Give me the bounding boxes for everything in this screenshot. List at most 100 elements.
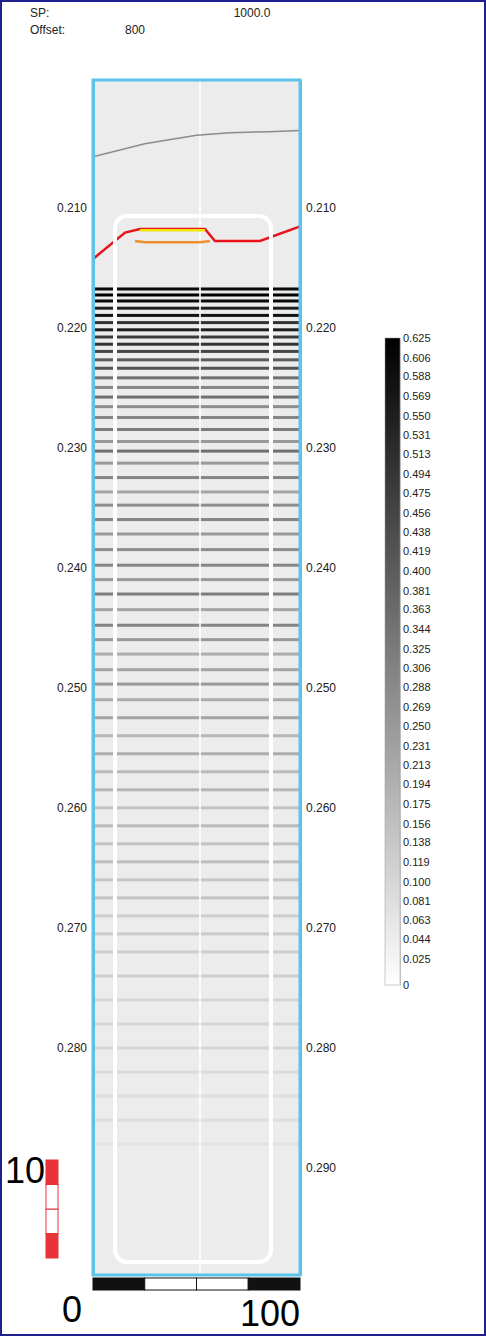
colorbar-label: 0.381: [403, 585, 431, 597]
reflector: [93, 405, 300, 408]
colorbar-tick: 0.175: [400, 798, 431, 810]
reflector: [93, 896, 300, 899]
reflector: [93, 376, 300, 379]
tick: 0.270: [300, 921, 336, 935]
colorbar-label: 0.588: [403, 370, 431, 382]
tick: 0.280: [57, 1041, 93, 1055]
reflector: [93, 860, 300, 863]
colorbar-tick: 0.081: [400, 895, 431, 907]
reflector: [93, 806, 300, 809]
reflector: [93, 462, 300, 465]
colorbar-tick: 0.456: [400, 507, 431, 519]
sp-value: 1000.0: [234, 6, 271, 20]
reflector: [93, 299, 300, 302]
colorbar-tick: 0.625: [400, 332, 431, 344]
figure: SP: 1000.0 Offset: 800 0.210 0.220 0.230 0.240 0…: [0, 0, 486, 1336]
colorbar-tick: 0.531: [400, 429, 431, 441]
colorbar: [385, 338, 400, 985]
colorbar-tick: 0.100: [400, 876, 431, 888]
colorbar-label: 0.231: [403, 740, 431, 752]
scale-segment: [46, 1185, 58, 1210]
reflector: [93, 518, 300, 521]
tick-label: 0.270: [57, 921, 87, 935]
colorbar-tick: 0.063: [400, 914, 431, 926]
offset-value: 800: [125, 23, 145, 37]
tick-label: 0.210: [306, 201, 336, 215]
colorbar-label: 0.513: [403, 448, 431, 460]
reflector: [93, 914, 300, 917]
scale-bar: 100100: [5, 1150, 300, 1334]
reflector: [93, 548, 300, 551]
scale-segment: [93, 1278, 145, 1290]
colorbar-label: 0.569: [403, 390, 431, 402]
reflector: [93, 788, 300, 791]
colorbar-tick: 0.400: [400, 565, 431, 577]
tick: 0.250: [57, 681, 93, 695]
colorbar-label: 0.138: [403, 836, 431, 848]
tick: 0.240: [300, 561, 336, 575]
colorbar-label: 0.044: [403, 933, 431, 945]
reflector: [93, 932, 300, 935]
colorbar-tick: 0.381: [400, 585, 431, 597]
tick: 0.230: [57, 441, 93, 455]
y-axis-right: 0.2100.2200.2300.2400.2500.2600.2700.280…: [300, 81, 336, 1276]
colorbar-label: 0.363: [403, 603, 431, 615]
reflector: [93, 476, 300, 479]
colorbar-label: 0.531: [403, 429, 431, 441]
reflector: [93, 1119, 300, 1122]
colorbar-tick: 0.306: [400, 662, 431, 674]
colorbar-tick: 0.344: [400, 623, 431, 635]
colorbar-label: 0.494: [403, 468, 431, 480]
colorbar-tick: 0.513: [400, 448, 431, 460]
colorbar-tick: 0.044: [400, 933, 431, 945]
reflector: [93, 367, 300, 370]
reflector: [93, 593, 300, 596]
colorbar-label: 0.063: [403, 914, 431, 926]
colorbar-label: 0.456: [403, 507, 431, 519]
colorbar-axis: 0.6250.6060.5880.5690.5500.5310.5130.494…: [400, 332, 431, 991]
tick-label: 0.220: [57, 321, 87, 335]
reflector: [93, 974, 300, 977]
colorbar-label: 0.194: [403, 778, 431, 790]
scale-label: 100: [240, 1293, 300, 1334]
reflector: [93, 752, 300, 755]
colorbar-label: 0.025: [403, 953, 431, 965]
sp-label: SP:: [30, 6, 49, 20]
tick-label: 0.240: [57, 561, 87, 575]
colorbar-tick: 0.231: [400, 740, 431, 752]
reflector: [93, 428, 300, 431]
colorbar-label: 0.250: [403, 720, 431, 732]
reflector: [93, 293, 300, 296]
reflector: [93, 653, 300, 656]
colorbar-tick: 0.250: [400, 720, 431, 732]
horizon: [135, 241, 210, 242]
tick-label: 0.250: [306, 681, 336, 695]
tick: 0.290: [300, 1161, 336, 1175]
colorbar-label: 0.475: [403, 487, 431, 499]
reflector: [93, 950, 300, 953]
reflector: [93, 824, 300, 827]
reflector: [93, 386, 300, 389]
horizon: [93, 227, 300, 259]
colorbar-label: 0.156: [403, 818, 431, 830]
tick: 0.260: [300, 801, 336, 815]
tick-label: 0.210: [57, 201, 87, 215]
scale-segment: [248, 1278, 300, 1290]
tick-label: 0.280: [306, 1041, 336, 1055]
colorbar-tick: 0.156: [400, 818, 431, 830]
colorbar-label: 0.438: [403, 526, 431, 538]
colorbar-label: 0.625: [403, 332, 431, 344]
reflector: [93, 564, 300, 567]
offset-label: Offset:: [30, 23, 65, 37]
colorbar-tick: 0.606: [400, 352, 431, 364]
horizontal-scale-bar: [93, 1278, 300, 1290]
reflector: [93, 358, 300, 361]
colorbar-label: 0.419: [403, 545, 431, 557]
reflector: [93, 998, 300, 1001]
colorbar-label: 0.269: [403, 701, 431, 713]
colorbar-label: 0.400: [403, 565, 431, 577]
horizon: [93, 130, 300, 156]
plot-area: [93, 80, 300, 1275]
reflector: [93, 328, 300, 331]
scale-segment: [46, 1234, 58, 1259]
